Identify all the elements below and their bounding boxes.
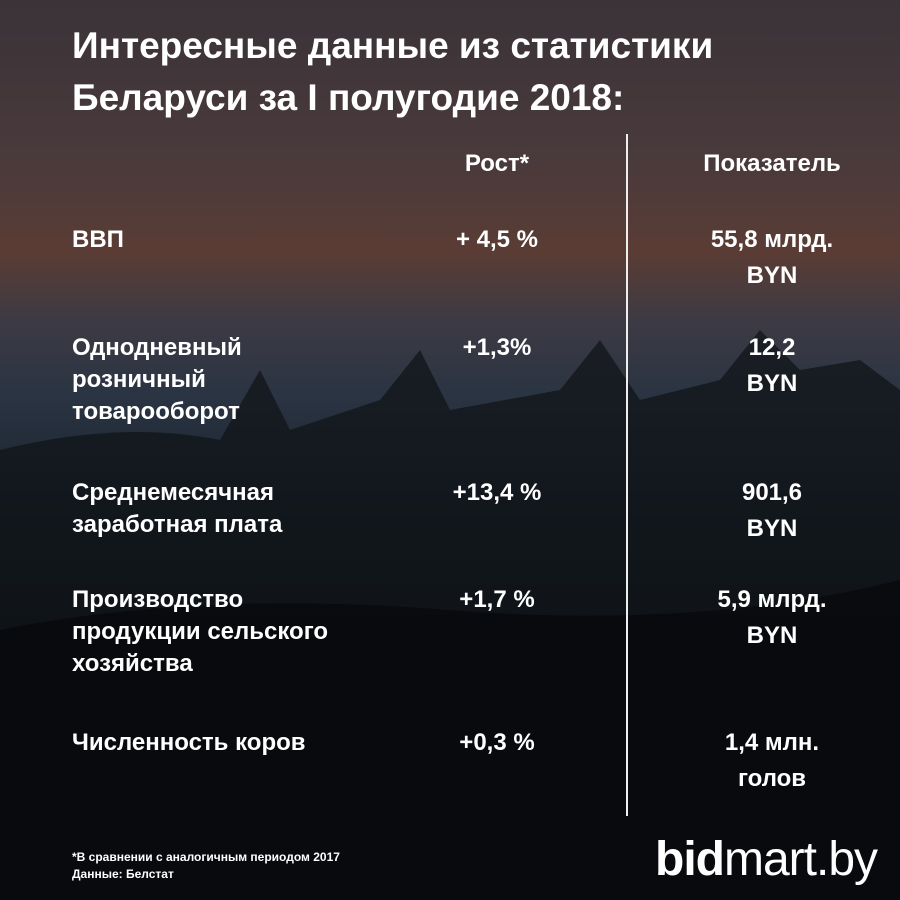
row-label: Численность коров	[72, 729, 306, 756]
logo: bidmart.by	[655, 832, 878, 887]
column-header: Рост*	[464, 150, 530, 177]
value: BYN	[746, 622, 798, 649]
value: 55,8 млрд.	[710, 226, 834, 253]
value: голов	[737, 765, 807, 792]
value: 901,6	[741, 479, 803, 506]
value: BYN	[746, 515, 798, 542]
value: BYN	[746, 262, 798, 289]
growth: + 4,5 %	[455, 226, 539, 253]
row-label: товарооборот	[72, 398, 240, 425]
row-label: ВВП	[72, 226, 124, 253]
title-line: Интересные данные из статистики	[72, 25, 714, 66]
growth: +0,3 %	[459, 729, 535, 756]
logo-part: mart.by	[723, 833, 878, 886]
row-label: Среднемесячная	[72, 479, 275, 506]
growth: +13,4 %	[452, 479, 542, 506]
footnote: Данные: Белстат	[72, 867, 174, 881]
value: BYN	[746, 370, 798, 397]
logo-part: bid	[655, 833, 725, 886]
row-label: хозяйства	[72, 650, 193, 677]
row-label: розничный	[72, 366, 206, 393]
column-header: Показатель	[703, 150, 841, 177]
background-trees	[0, 330, 900, 900]
footnote: *В сравнении с аналогичным периодом 2017	[72, 850, 340, 864]
value: 5,9 млрд.	[717, 586, 827, 613]
row-label: продукции сельского	[72, 618, 329, 645]
column-divider	[626, 134, 628, 816]
row-label: заработная плата	[72, 511, 283, 538]
growth: +1,7 %	[459, 586, 535, 613]
growth: +1,3%	[462, 334, 532, 361]
row-label: Производство	[72, 586, 244, 613]
title-line: Беларуси за I полугодие 2018:	[72, 77, 625, 118]
value: 1,4 млн.	[724, 729, 820, 756]
value: 12,2	[748, 334, 796, 361]
row-label: Однодневный	[72, 334, 242, 361]
